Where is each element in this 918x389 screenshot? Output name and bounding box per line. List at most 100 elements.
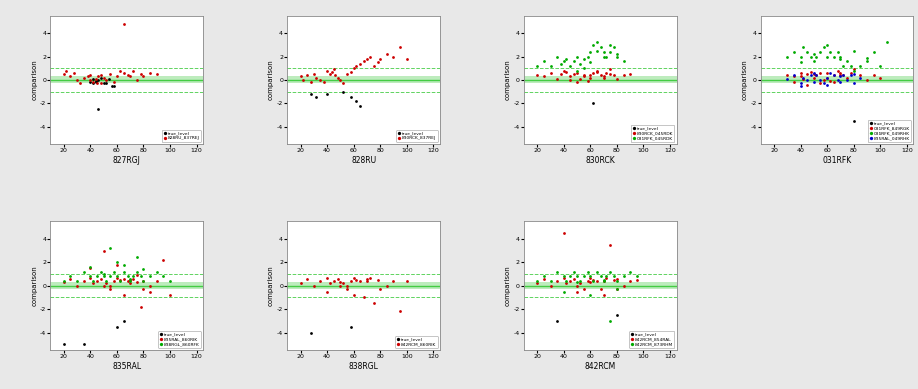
Point bbox=[622, 278, 637, 284]
Point bbox=[846, 71, 861, 77]
Point bbox=[597, 278, 611, 284]
Point bbox=[603, 318, 618, 324]
Point bbox=[583, 273, 598, 280]
Point bbox=[859, 54, 874, 61]
Point bbox=[90, 278, 105, 284]
Point bbox=[343, 324, 358, 330]
Point bbox=[840, 58, 855, 64]
Point bbox=[853, 63, 868, 69]
Point bbox=[307, 71, 321, 77]
Point bbox=[577, 72, 591, 78]
X-axis label: 842RCM: 842RCM bbox=[585, 362, 616, 371]
Point bbox=[102, 75, 117, 82]
Point bbox=[586, 70, 600, 76]
Point bbox=[106, 269, 121, 275]
Point bbox=[570, 53, 585, 60]
Point bbox=[826, 53, 841, 60]
X-axis label: 838RGL: 838RGL bbox=[349, 362, 378, 371]
Point bbox=[879, 39, 894, 46]
Point bbox=[373, 56, 387, 62]
Point bbox=[820, 42, 834, 48]
Point bbox=[616, 283, 631, 289]
Point bbox=[340, 71, 354, 77]
Point bbox=[787, 79, 801, 85]
X-axis label: 031RFK: 031RFK bbox=[823, 156, 852, 165]
Point bbox=[610, 286, 624, 293]
Point bbox=[357, 294, 372, 301]
Point bbox=[85, 75, 100, 82]
Point bbox=[556, 58, 571, 64]
Point bbox=[83, 77, 97, 83]
Bar bbox=[287, 282, 440, 289]
Point bbox=[120, 72, 135, 78]
Point bbox=[313, 278, 328, 284]
Point bbox=[109, 261, 124, 268]
Point bbox=[809, 72, 823, 78]
Point bbox=[112, 277, 127, 283]
Point bbox=[109, 73, 124, 79]
Point bbox=[346, 65, 361, 71]
Point bbox=[554, 71, 568, 77]
Legend: true_level, 031RFK_849RGK, 031RFK_049RHK, 835RAL_049RHK: true_level, 031RFK_849RGK, 031RFK_049RHK… bbox=[868, 120, 912, 142]
Point bbox=[796, 44, 811, 50]
Point bbox=[573, 280, 588, 287]
Point bbox=[328, 72, 342, 78]
Point bbox=[536, 58, 551, 64]
Point bbox=[73, 80, 87, 86]
Point bbox=[88, 79, 103, 85]
Point bbox=[106, 79, 121, 85]
Point bbox=[304, 91, 319, 97]
Point bbox=[156, 273, 171, 280]
Point bbox=[813, 70, 828, 76]
Point bbox=[346, 275, 361, 281]
Point bbox=[607, 72, 621, 78]
Point bbox=[117, 261, 131, 268]
Point bbox=[820, 81, 834, 88]
Point bbox=[353, 103, 367, 109]
Point bbox=[589, 67, 604, 74]
Point bbox=[787, 72, 801, 78]
Point bbox=[804, 53, 819, 60]
Point bbox=[76, 341, 91, 347]
Point bbox=[577, 273, 591, 280]
Point bbox=[580, 278, 595, 284]
Point bbox=[599, 275, 613, 281]
Point bbox=[112, 278, 127, 284]
Point bbox=[129, 272, 144, 279]
Point bbox=[570, 289, 585, 295]
Point bbox=[809, 53, 823, 60]
Y-axis label: comparison: comparison bbox=[31, 265, 38, 306]
Point bbox=[56, 279, 71, 286]
Point bbox=[370, 277, 385, 283]
Point bbox=[56, 278, 71, 284]
Bar bbox=[50, 282, 203, 289]
Point bbox=[106, 278, 121, 284]
Point bbox=[300, 72, 315, 78]
Point bbox=[96, 283, 111, 289]
Bar bbox=[50, 76, 203, 83]
Point bbox=[793, 59, 808, 65]
Point bbox=[589, 269, 604, 275]
Point bbox=[343, 278, 358, 284]
Point bbox=[333, 283, 348, 289]
Point bbox=[580, 53, 595, 60]
Point bbox=[570, 79, 585, 85]
Point bbox=[610, 53, 624, 60]
Point bbox=[99, 280, 114, 287]
Point bbox=[622, 269, 637, 275]
Point bbox=[823, 78, 837, 84]
Point bbox=[103, 283, 118, 289]
Point bbox=[780, 53, 795, 60]
Point bbox=[96, 247, 111, 254]
Point bbox=[793, 70, 808, 76]
Point bbox=[603, 269, 618, 275]
Point bbox=[833, 79, 847, 85]
Point bbox=[603, 42, 618, 48]
Point bbox=[800, 71, 814, 77]
Point bbox=[630, 273, 644, 280]
Legend: true_level, 830RCK_837REJ: true_level, 830RCK_837REJ bbox=[396, 130, 438, 142]
Point bbox=[76, 278, 91, 284]
Point bbox=[610, 286, 624, 293]
Point bbox=[333, 279, 348, 286]
Point bbox=[117, 21, 131, 27]
